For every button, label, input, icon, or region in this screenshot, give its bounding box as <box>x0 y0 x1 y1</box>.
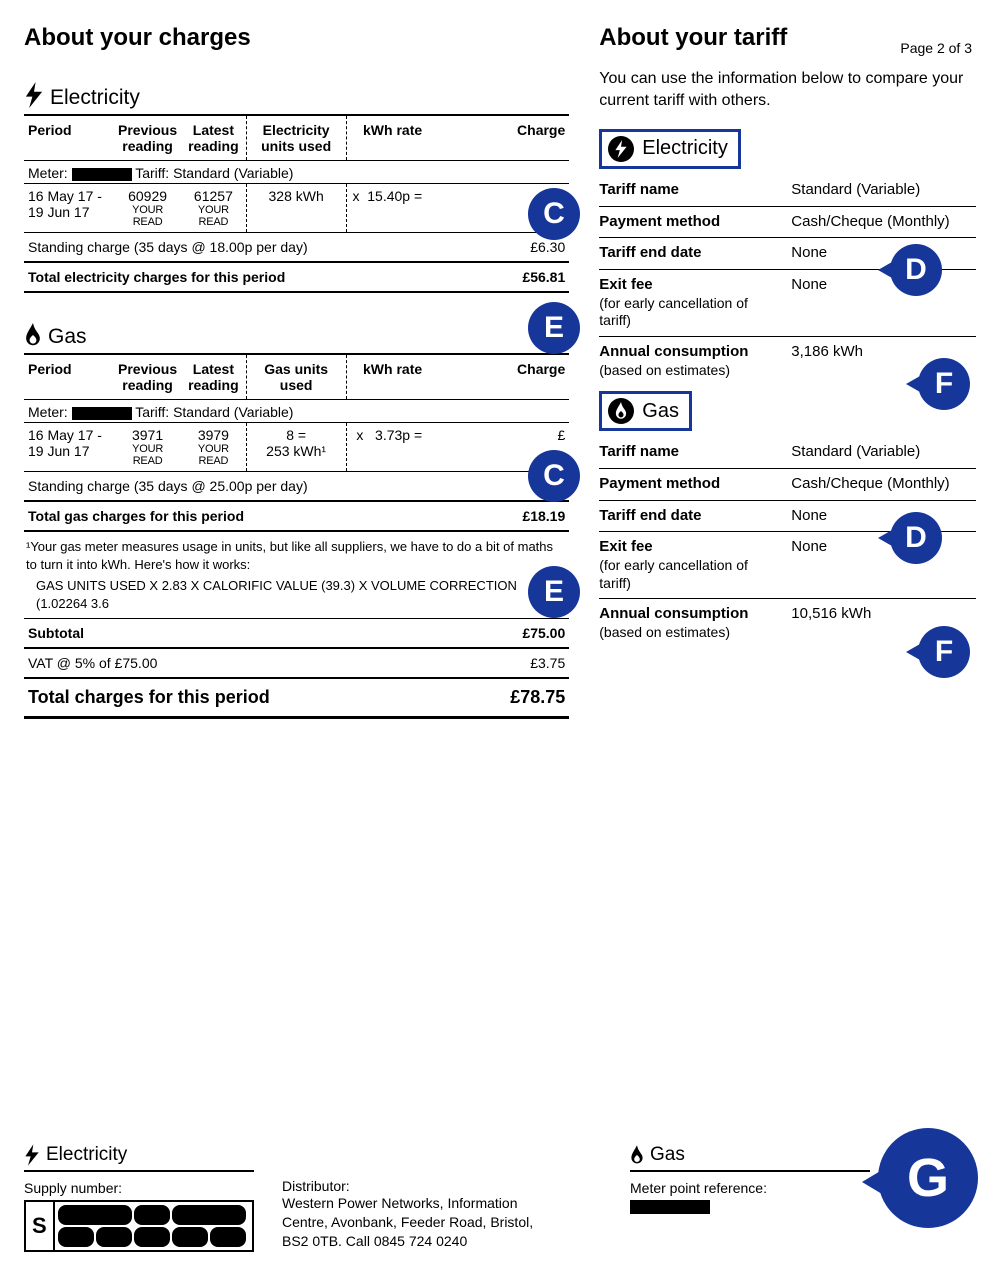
meter-label: Meter: <box>28 165 68 181</box>
tariff-row: Tariff nameStandard (Variable) <box>599 437 976 469</box>
tariff-intro: You can use the information below to com… <box>599 68 976 113</box>
badge-f: F <box>918 358 970 410</box>
badge-c2: C <box>528 450 580 502</box>
bolt-circle-icon <box>608 136 634 162</box>
flame-icon <box>630 1145 644 1165</box>
badge-e: E <box>528 302 580 354</box>
electricity-charges-table: Period Previous reading Latest reading E… <box>24 116 569 293</box>
badge-c: C <box>528 188 580 240</box>
mpref-label: Meter point reference: <box>630 1180 870 1196</box>
page-number: Page 2 of 3 <box>900 40 972 56</box>
gas-footnote: ¹Your gas meter measures usage in units,… <box>24 532 569 619</box>
supply-number-grid: S <box>24 1200 254 1252</box>
bolt-icon <box>24 82 44 108</box>
gas-charges-table: Period Previous reading Latest reading G… <box>24 355 569 532</box>
electricity-section-title: Electricity <box>24 78 569 116</box>
summary-table: Subtotal £75.00 VAT @ 5% of £75.00 £3.75… <box>24 619 569 719</box>
footer-gas-title: Gas <box>630 1144 870 1172</box>
badge-e2: E <box>528 566 580 618</box>
redacted-meter <box>72 168 132 181</box>
tariff-row: Payment methodCash/Cheque (Monthly) <box>599 207 976 239</box>
redacted-meter-gas <box>72 407 132 420</box>
badge-g: G <box>878 1128 978 1228</box>
tariff-row: Tariff nameStandard (Variable) <box>599 175 976 207</box>
tariff-row: Payment methodCash/Cheque (Monthly) <box>599 469 976 501</box>
charges-heading: About your charges <box>24 24 569 52</box>
distributor-label: Distributor: <box>282 1178 562 1194</box>
footer-elec-title: Electricity <box>24 1144 254 1172</box>
tariff-elec-header: Electricity <box>599 129 741 169</box>
distributor-text: Western Power Networks, Information Cent… <box>282 1194 542 1251</box>
bolt-icon <box>24 1144 40 1166</box>
badge-d2: D <box>890 512 942 564</box>
flame-icon <box>24 323 42 347</box>
badge-f2: F <box>918 626 970 678</box>
supply-number-label: Supply number: <box>24 1180 254 1196</box>
gas-section-title: Gas <box>24 319 569 355</box>
redacted-mpref <box>630 1200 710 1214</box>
tariff-gas-header: Gas <box>599 391 692 431</box>
badge-d: D <box>890 244 942 296</box>
flame-circle-icon <box>608 398 634 424</box>
